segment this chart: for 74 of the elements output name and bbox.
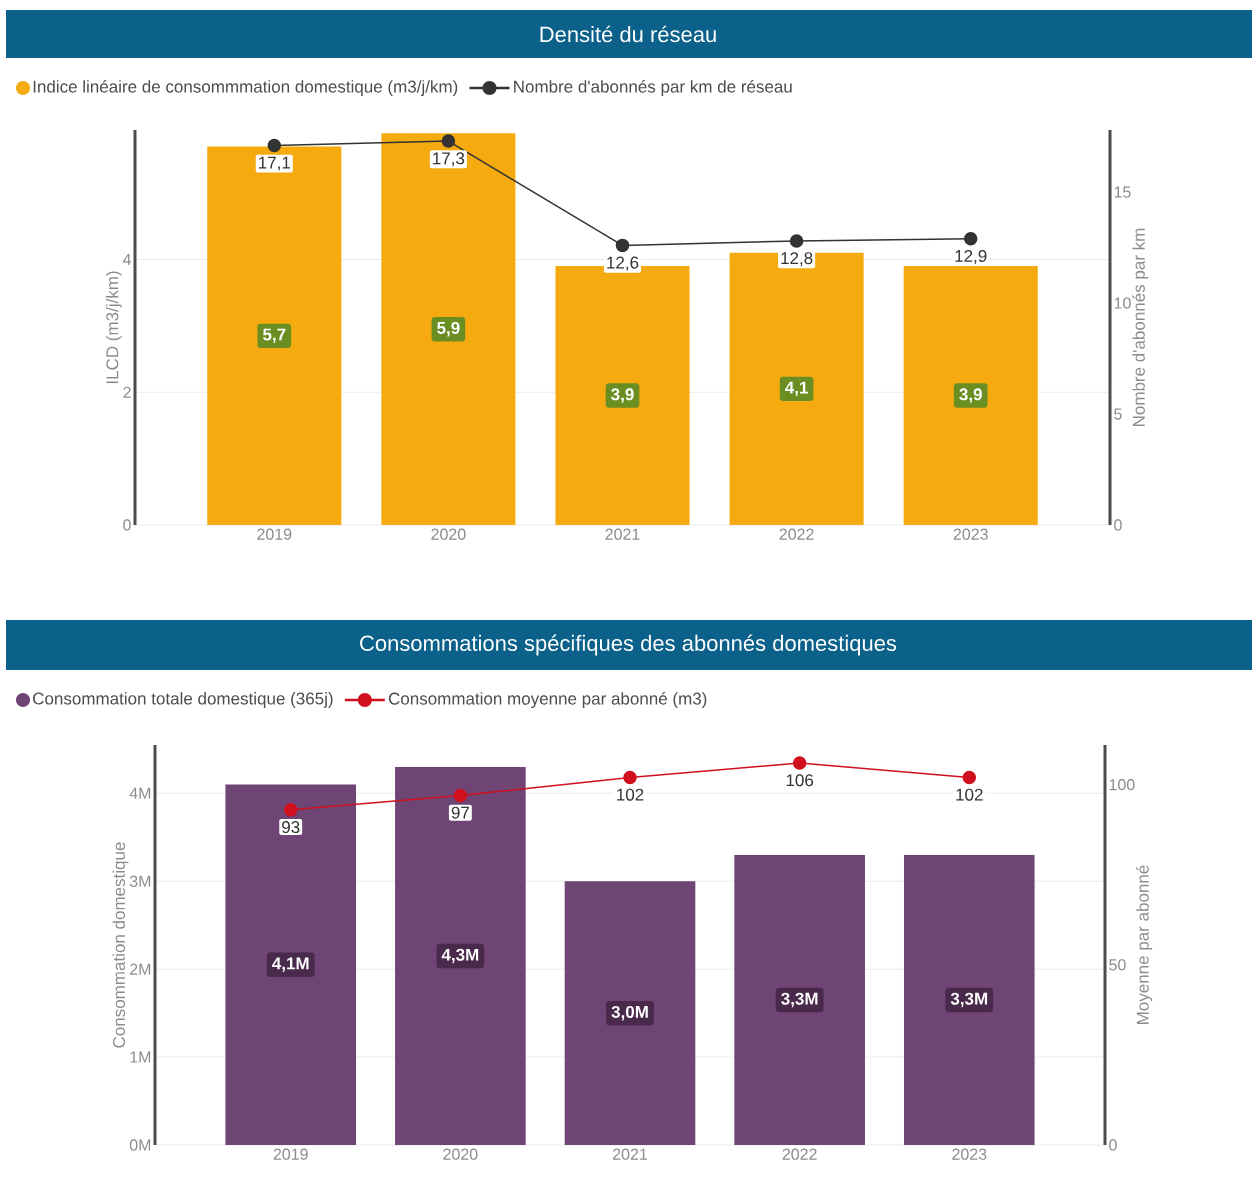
point	[283, 803, 298, 817]
y2-tick-label: 15	[1114, 186, 1131, 198]
x-tick-label: 2019	[257, 528, 292, 540]
x-tick-label: 2021	[613, 1148, 647, 1160]
y2-tick-label: 5	[1114, 408, 1122, 420]
bar	[207, 146, 342, 525]
data-label: 5,7	[262, 328, 286, 343]
bar	[903, 854, 1035, 1145]
data-label: 17,3	[433, 152, 465, 167]
bar	[381, 133, 516, 525]
data-label: 4,1	[785, 381, 808, 397]
chart-title: Consommations spécifiques des abonnés domestiques	[360, 634, 897, 656]
data-label: 12,9	[955, 249, 987, 264]
point	[267, 138, 282, 153]
y-tick-label: 4	[122, 253, 131, 265]
y-tick-label: 0	[123, 519, 131, 531]
x-tick-label: 2021	[605, 528, 640, 540]
x-tick-label: 2019	[273, 1148, 308, 1160]
data-label: 93	[282, 821, 300, 834]
y2-tick-label: 0	[1109, 1139, 1117, 1151]
y2-tick-label: 10	[1114, 297, 1131, 309]
data-label: 106	[786, 774, 814, 787]
legend-label: Indice linéaire de consommmation domestique (m3/j/km)	[33, 79, 458, 97]
data-label: 102	[617, 788, 644, 801]
y2-axis-title: Moyenne par abonné	[1136, 865, 1153, 1024]
y2-axis-title: Nombre d'abonnés par km	[1132, 228, 1149, 426]
y-axis-title: ILCD (m3/j/km)	[105, 271, 122, 384]
point	[453, 788, 468, 803]
data-label: 3,3M	[781, 992, 818, 1008]
y-tick-label: 2M	[130, 963, 151, 975]
chart-title: Densité du réseau	[540, 25, 716, 43]
bar	[225, 784, 357, 1145]
y-tick-label: 1M	[130, 1051, 151, 1063]
data-label: 102	[956, 788, 983, 801]
y-tick-label: 4M	[129, 787, 151, 799]
data-label: 4,3M	[441, 948, 479, 964]
y2-tick-label: 0	[1114, 519, 1122, 531]
y-tick-label: 0M	[129, 1139, 151, 1151]
y2-tick-label: 100	[1109, 778, 1135, 791]
legend-label: Nombre d'abonnés par km de réseau	[514, 79, 792, 97]
data-label: 3,9	[611, 388, 634, 403]
data-label: 12,6	[607, 256, 639, 271]
data-label: 3,0M	[611, 1005, 648, 1021]
x-tick-label: 2020	[431, 528, 466, 540]
data-label: 3,9	[959, 388, 982, 403]
data-label: 5,9	[437, 321, 460, 337]
x-tick-label: 2023	[953, 528, 988, 540]
point	[623, 770, 637, 785]
x-tick-label: 2023	[952, 1148, 987, 1160]
data-label: 3,3M	[950, 992, 988, 1008]
point	[789, 234, 804, 248]
legend-label: Consommation moyenne par abonné (m3)	[388, 691, 707, 709]
x-tick-label: 2020	[443, 1148, 478, 1160]
data-label: 97	[451, 806, 469, 819]
point	[441, 134, 456, 148]
y-tick-label: 3M	[129, 875, 151, 887]
data-label: 12,8	[781, 252, 813, 267]
x-tick-label: 2022	[782, 1148, 817, 1160]
legend-label: Consommation totale domestique (365j)	[33, 692, 333, 708]
point	[963, 231, 978, 246]
bar	[729, 252, 864, 525]
bar	[903, 266, 1038, 525]
y-tick-label: 2	[123, 386, 131, 398]
bar	[734, 854, 865, 1145]
y2-tick-label: 50	[1109, 959, 1126, 971]
point	[615, 238, 630, 253]
bar	[564, 881, 696, 1145]
bar	[395, 766, 526, 1145]
y-axis-title: Consommation domestique	[112, 842, 129, 1048]
point	[792, 756, 807, 770]
data-label: 17,1	[259, 156, 291, 171]
x-tick-label: 2022	[779, 528, 814, 540]
data-label: 4,1M	[272, 957, 309, 972]
point	[962, 770, 977, 785]
